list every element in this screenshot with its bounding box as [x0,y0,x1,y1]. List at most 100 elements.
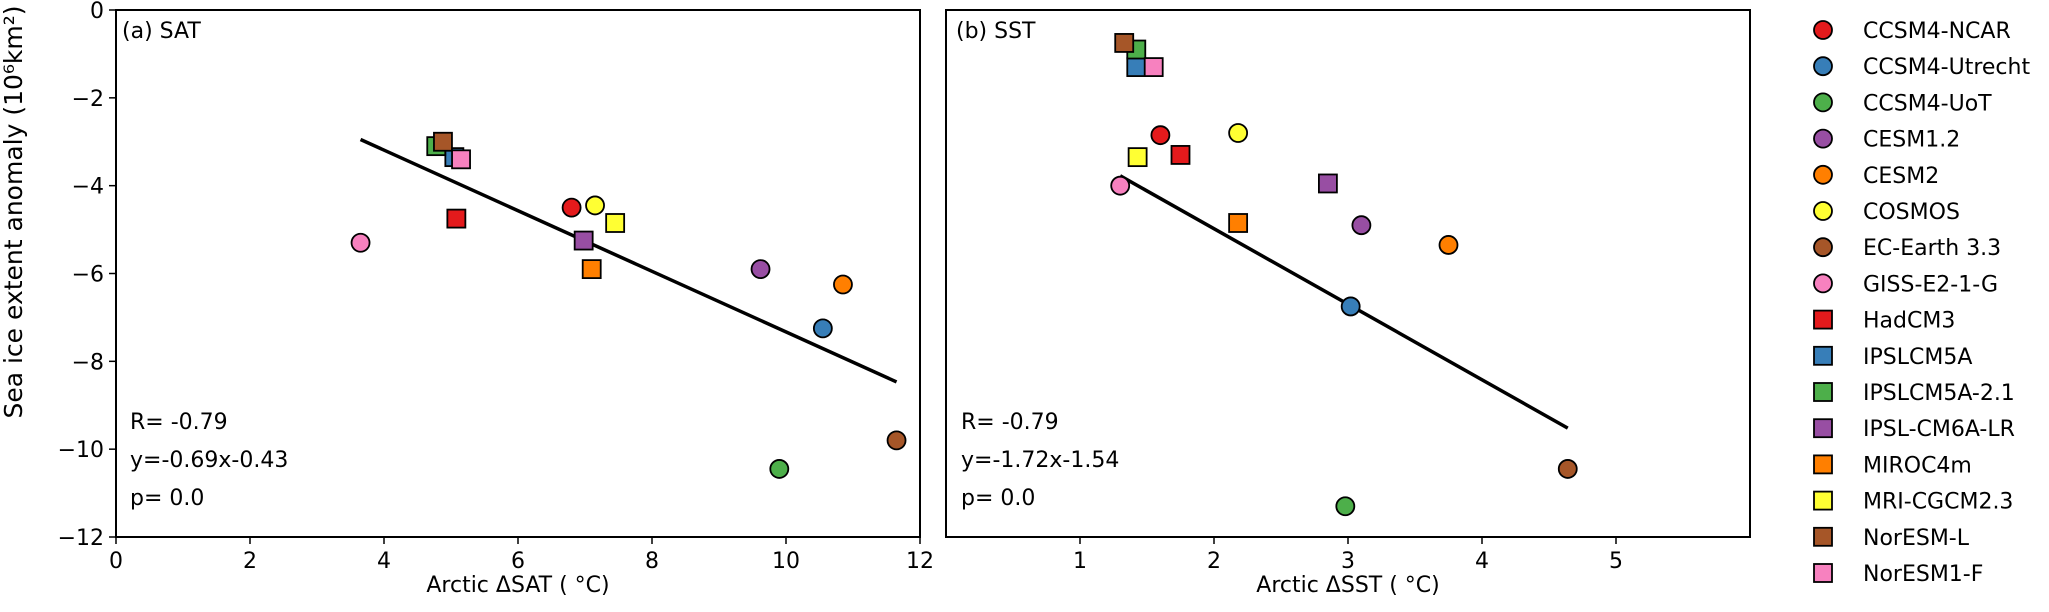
panel-a-point-ccsm4-utrecht [812,318,833,339]
legend-marker-ccsm4-uot [1813,92,1833,113]
legend-label-hadcm3: HadCM3 [1863,309,1955,334]
panel-a-x-tick-label: 2 [243,549,257,574]
panel-a-point-ipsl-cm6a-lr [573,230,594,251]
panel-a-marks: 0 2 4 6 8 10 12 0 −2 −4 −6 −8 −10 −12 [58,0,934,574]
panel-a-point-cesm1-2 [750,259,771,280]
panel-a-y-tick-label: −2 [72,87,104,112]
panel-b-x-tick-label: 2 [1207,549,1221,574]
panel-a-point-giss-e2-1-g [350,232,371,253]
legend: CCSM4-NCAR CCSM4-Utrecht CCSM4-UoT CESM1.2 C… [1813,19,2030,587]
legend-label-noresm1-f: NorESM1-F [1863,562,1983,587]
panel-a-y-tick-label: −10 [58,438,104,463]
legend-label-ccsm4-ncar: CCSM4-NCAR [1863,19,2011,44]
panel-b-point-noresm-l [1114,33,1135,53]
panel-a-point-ccsm4-ncar [561,197,582,218]
panel-a-x-tick-label: 12 [906,549,934,574]
panel-b-point-cosmos [1228,123,1249,143]
panel-a-x-tick-label: 4 [377,549,391,574]
panel-b: 1 2 3 4 5 (b) SST R= -0.79 y=-1.72x-1.54 p= … [945,9,1751,598]
panel-b-x-tick-label: 1 [1073,549,1087,574]
legend-marker-ipslcm5a [1813,345,1833,366]
panel-a-stat-eq: y=-0.69x-0.43 [130,448,288,473]
legend-marker-mri-cgcm2-3 [1813,490,1833,511]
legend-marker-hadcm3 [1813,309,1833,330]
panel-b-stat-eq: y=-1.72x-1.54 [961,448,1119,473]
panel-b-x-tick-label: 5 [1609,549,1623,574]
panel-b-x-tick-label: 4 [1475,549,1489,574]
panel-a-x-tick-label: 0 [109,549,123,574]
legend-marker-cosmos [1813,201,1833,221]
panel-a-point-noresm1-f [451,149,471,170]
panel-a-x-tick-label: 8 [645,549,659,574]
legend-label-ipslcm5a-2-1: IPSLCM5A-2.1 [1863,381,2015,406]
panel-a-stat-r: R= -0.79 [130,410,228,435]
legend-label-ccsm4-uot: CCSM4-UoT [1863,91,1992,116]
panel-a-point-cesm2 [833,274,853,295]
y-axis-label: Sea ice extent anomaly (10⁶km²) [0,5,28,418]
panel-a-x-tick-label: 6 [511,549,525,574]
panel-a-point-miroc4m [581,259,602,280]
panel-b-label: (b) SST [956,19,1036,44]
panel-a-y-tick-label: 0 [90,0,104,24]
legend-label-cosmos: COSMOS [1863,200,1960,225]
panel-a-label: (a) SAT [122,19,201,44]
legend-label-giss-e2-1-g: GISS-E2-1-G [1863,272,1998,297]
legend-label-cesm2: CESM2 [1863,164,1939,189]
panel-b-point-ec-earth-3-3 [1557,459,1578,479]
panel-a-stat-p: p= 0.0 [130,486,204,511]
panel-b-point-hadcm3 [1170,145,1191,165]
panel-a-point-hadcm3 [446,208,467,229]
legend-label-ccsm4-utrecht: CCSM4-Utrecht [1863,55,2030,80]
panel-b-point-cesm1-2 [1351,215,1372,236]
panel-a-y-tick-label: −6 [72,263,104,288]
panel-a-x-tick-label: 10 [772,549,800,574]
panel-b-point-cesm2 [1438,235,1459,255]
legend-marker-ipsl-cm6a-lr [1813,418,1833,439]
panel-b-point-mri-cgcm2-3 [1127,147,1148,168]
panel-b-point-ipsl-cm6a-lr [1318,173,1338,194]
panel-b-frame [945,9,1751,538]
panel-b-point-ipslcm5a [1126,57,1147,77]
legend-marker-ccsm4-utrecht [1813,56,1833,77]
panel-a-point-noresm-l [433,131,453,152]
legend-label-ec-earth-3-3: EC-Earth 3.3 [1863,236,2001,261]
panel-b-point-giss-e2-1-g [1110,175,1131,196]
panel-a-y-tick-label: −8 [72,350,104,375]
panel-b-point-ccsm4-uot [1335,496,1356,517]
legend-label-cesm1-2: CESM1.2 [1863,128,1960,153]
panel-a-point-mri-cgcm2-3 [605,213,626,233]
legend-marker-ipslcm5a-2-1 [1813,382,1833,402]
panel-b-point-ccsm4-ncar [1150,125,1171,146]
panel-a-y-tick-label: −4 [72,175,104,200]
panel-a-frame [115,9,921,538]
legend-label-mri-cgcm2-3: MRI-CGCM2.3 [1863,490,2013,515]
legend-marker-miroc4m [1813,454,1833,475]
legend-marker-noresm1-f [1813,563,1833,583]
panel-a-point-cosmos [585,195,605,216]
panel-a-fit-line [359,137,898,384]
panel-a-point-ec-earth-3-3 [886,430,907,451]
panel-b-x-tick-label: 3 [1341,549,1355,574]
legend-marker-cesm1-2 [1813,128,1833,149]
legend-label-noresm-l: NorESM-L [1863,526,1970,551]
panel-a-point-ccsm4-uot [769,459,790,479]
panel-a-x-axis-label: Arctic ΔSAT ( °C) [426,573,609,598]
panel-b-point-ccsm4-utrecht [1340,296,1361,317]
panel-b-point-noresm1-f [1143,57,1164,77]
legend-label-ipslcm5a: IPSLCM5A [1863,345,1972,370]
legend-marker-cesm2 [1813,164,1833,185]
panel-a-y-tick-label: −12 [58,526,104,551]
legend-label-ipsl-cm6a-lr: IPSL-CM6A-LR [1863,417,2015,442]
legend-marker-ec-earth-3-3 [1813,237,1833,258]
legend-marker-ccsm4-ncar [1813,20,1833,40]
panel-a: 0 2 4 6 8 10 12 0 −2 −4 −6 −8 −10 −12 (a) SAT R= -0.7… [58,0,934,598]
panel-b-point-miroc4m [1228,213,1249,233]
panel-b-x-axis-label: Arctic ΔSST ( °C) [1256,573,1439,598]
legend-marker-noresm-l [1813,526,1833,547]
panel-b-marks: 1 2 3 4 5 [1073,33,1623,574]
panel-b-stat-r: R= -0.79 [961,410,1059,435]
legend-label-miroc4m: MIROC4m [1863,453,1972,478]
legend-marker-giss-e2-1-g [1813,273,1833,294]
panel-b-stat-p: p= 0.0 [961,486,1035,511]
